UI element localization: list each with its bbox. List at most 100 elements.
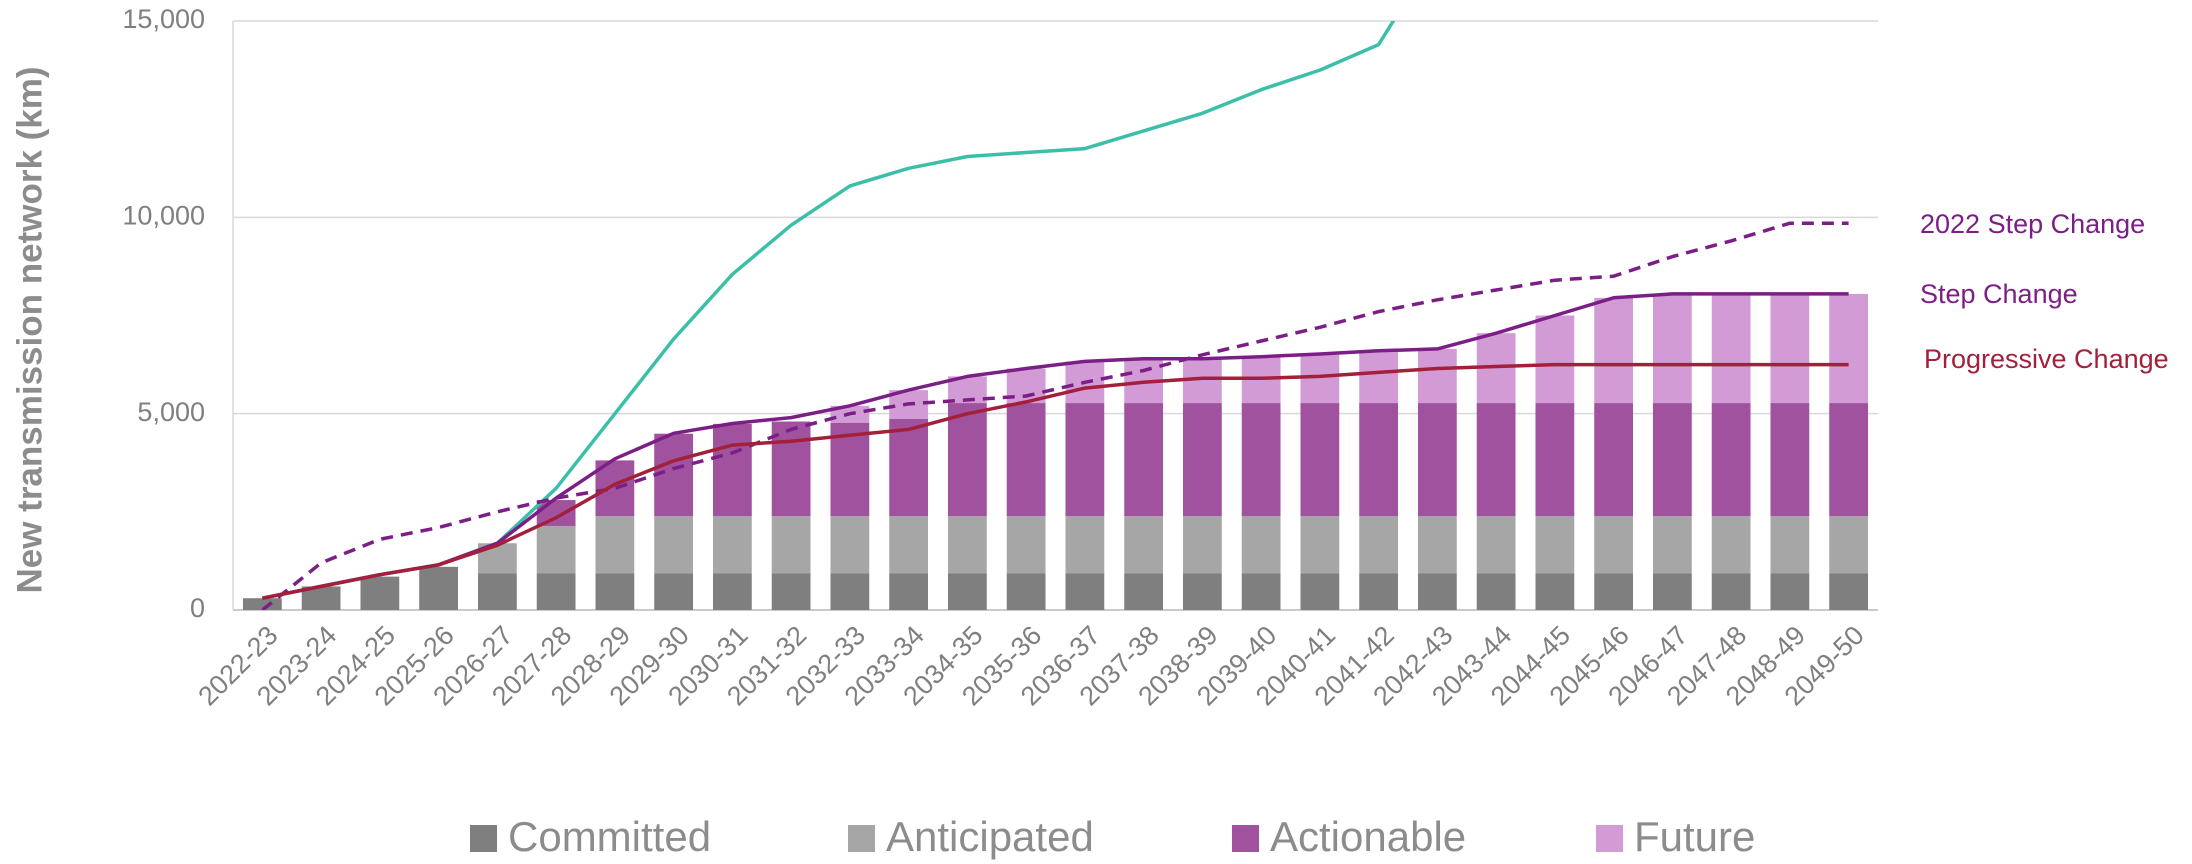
- bar: [1594, 516, 1634, 574]
- bar: [1594, 297, 1634, 404]
- bar: [771, 573, 811, 610]
- legend-label: Anticipated: [886, 813, 1094, 860]
- bar: [1182, 403, 1222, 517]
- bar: [771, 421, 811, 517]
- bar: [1711, 293, 1751, 404]
- bar: [242, 598, 282, 610]
- bar: [1652, 573, 1692, 610]
- bar: [1829, 403, 1869, 517]
- bar: [830, 516, 870, 574]
- bar: [1652, 516, 1692, 574]
- bar: [712, 516, 752, 574]
- bar: [1124, 573, 1164, 610]
- bar: [1182, 573, 1222, 610]
- bar: [1535, 573, 1575, 610]
- bar: [1417, 403, 1457, 517]
- bar: [830, 573, 870, 610]
- bar: [1182, 516, 1222, 574]
- bar: [1417, 573, 1457, 610]
- bar: [1300, 403, 1340, 517]
- bar: [1065, 573, 1105, 610]
- bar: [712, 573, 752, 610]
- bar: [1300, 354, 1340, 404]
- bar: [1711, 573, 1751, 610]
- y-tick-label: 0: [190, 593, 205, 623]
- bar: [1359, 403, 1399, 517]
- y-tick-label: 5,000: [137, 397, 205, 427]
- bar: [1417, 348, 1457, 404]
- line: [262, 362, 1849, 600]
- bar: [1770, 403, 1810, 517]
- bar: [889, 516, 929, 574]
- line: [261, 221, 1849, 610]
- bar: [595, 460, 635, 517]
- bar: [1652, 293, 1692, 404]
- bar: [1476, 516, 1516, 574]
- bar: [595, 573, 635, 610]
- legend-swatch: [1596, 825, 1623, 852]
- line-label: Progressive Change: [1924, 344, 2169, 374]
- bar: [360, 576, 400, 610]
- bar: [1770, 516, 1810, 574]
- bar: [1535, 403, 1575, 517]
- y-tick-label: 10,000: [122, 200, 205, 230]
- bar: [477, 573, 517, 610]
- bar: [1417, 516, 1457, 574]
- bar: [1241, 516, 1281, 574]
- y-axis-title: New transmission network (km): [10, 66, 49, 593]
- bar: [595, 516, 635, 574]
- bar: [654, 433, 694, 517]
- bar: [889, 573, 929, 610]
- legend-swatch: [848, 825, 875, 852]
- bar: [1359, 350, 1399, 404]
- bar: [1652, 403, 1692, 517]
- legend-label: Actionable: [1270, 813, 1466, 860]
- bar: [654, 573, 694, 610]
- bar: [712, 423, 752, 517]
- bar: [1476, 403, 1516, 517]
- plot-area: [242, 21, 1869, 610]
- bar: [1711, 516, 1751, 574]
- legend-label: Committed: [508, 813, 711, 860]
- bar: [536, 500, 576, 526]
- bar: [1124, 516, 1164, 574]
- bar: [1006, 403, 1046, 517]
- bar: [1065, 403, 1105, 517]
- bar: [1770, 293, 1810, 404]
- bar: [1006, 573, 1046, 610]
- line-label: 2022 Step Change: [1920, 209, 2145, 239]
- bar: [889, 418, 929, 517]
- legend-label: Future: [1634, 813, 1755, 860]
- bar: [771, 516, 811, 574]
- bar: [1770, 573, 1810, 610]
- bar: [654, 516, 694, 574]
- bar: [1065, 516, 1105, 574]
- bar: [1359, 516, 1399, 574]
- bar: [1241, 573, 1281, 610]
- bar: [301, 586, 341, 610]
- bar: [1594, 403, 1634, 517]
- bar: [1241, 403, 1281, 517]
- bar: [1535, 516, 1575, 574]
- bar: [1829, 293, 1869, 404]
- bar: [1006, 516, 1046, 574]
- bar: [419, 566, 459, 610]
- bar: [1124, 403, 1164, 517]
- bar: [536, 525, 576, 574]
- line-label: Step Change: [1920, 279, 2078, 309]
- y-tick-label: 15,000: [122, 4, 205, 34]
- legend-swatch: [1232, 825, 1259, 852]
- bar: [1829, 516, 1869, 574]
- bar: [947, 573, 987, 610]
- bar: [1829, 573, 1869, 610]
- bar: [1359, 573, 1399, 610]
- bar: [1711, 403, 1751, 517]
- bar: [1300, 573, 1340, 610]
- bar: [947, 516, 987, 574]
- legend-swatch: [470, 825, 497, 852]
- line: [262, 292, 1849, 600]
- bar: [947, 403, 987, 517]
- bar: [1476, 573, 1516, 610]
- bar: [1300, 516, 1340, 574]
